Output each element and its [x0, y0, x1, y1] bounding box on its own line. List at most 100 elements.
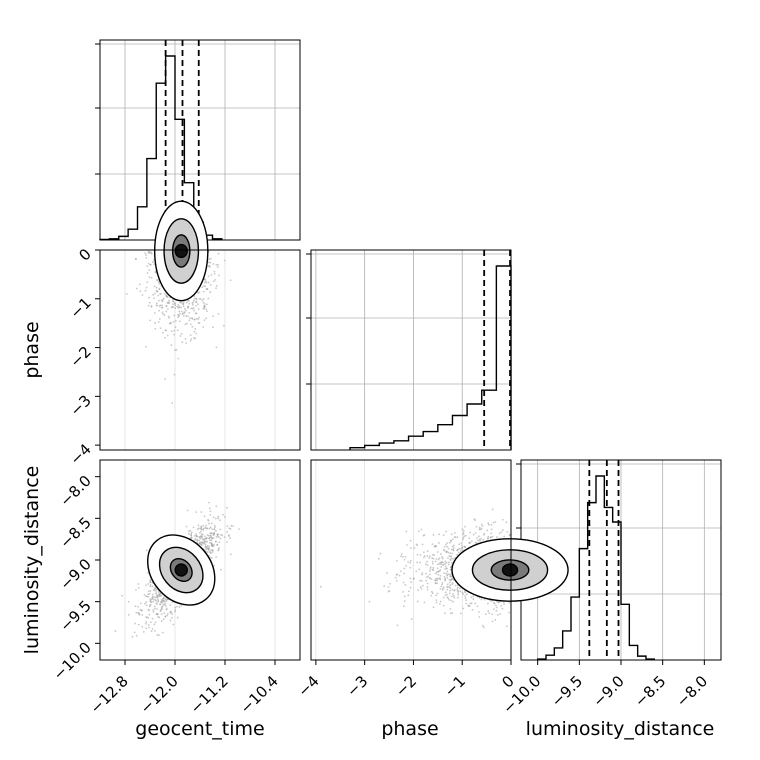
sample-point	[464, 594, 467, 597]
sample-point	[474, 541, 477, 544]
sample-point	[202, 527, 205, 530]
sample-point	[215, 556, 218, 558]
sample-point	[155, 602, 158, 604]
sample-point	[451, 582, 454, 584]
sample-point	[490, 523, 493, 526]
sample-point	[146, 265, 149, 268]
sample-point	[208, 537, 211, 540]
sample-point	[465, 593, 468, 596]
sample-point	[145, 595, 147, 597]
sample-point	[152, 293, 155, 296]
sample-point	[205, 281, 208, 284]
sample-point	[198, 539, 201, 542]
sample-point	[451, 538, 454, 541]
sample-point	[500, 604, 503, 607]
sample-point	[398, 574, 401, 577]
sample-point	[190, 531, 193, 534]
sample-point	[185, 322, 188, 325]
sample-point	[210, 273, 213, 276]
scatter-panel-phase-luminosity_distance	[310, 459, 569, 661]
sample-point	[434, 572, 437, 575]
sample-point	[162, 313, 164, 315]
sample-point	[208, 258, 211, 261]
sample-point	[209, 541, 211, 544]
sample-point	[190, 536, 193, 539]
sample-point	[484, 613, 487, 616]
sample-point	[438, 557, 441, 560]
sample-point	[199, 527, 202, 530]
sample-point	[192, 526, 195, 529]
sample-point	[475, 525, 478, 528]
sample-point	[159, 327, 162, 329]
sample-point	[403, 600, 406, 602]
sample-point	[207, 547, 209, 550]
sample-point	[149, 581, 152, 584]
sample-point	[452, 547, 455, 550]
x-tick-label: −2	[392, 672, 420, 700]
sample-point	[156, 612, 158, 615]
sample-point	[207, 522, 210, 525]
sample-point	[228, 535, 231, 537]
sample-point	[444, 612, 446, 615]
sample-point	[396, 573, 399, 576]
sample-point	[491, 620, 494, 623]
y-tick-label: −3	[66, 391, 94, 419]
sample-point	[472, 533, 475, 536]
sample-point	[423, 601, 426, 604]
sample-point	[135, 588, 137, 591]
sample-point	[446, 585, 449, 588]
sample-point	[159, 603, 162, 606]
sample-point	[215, 540, 217, 543]
histogram-geocent_time	[99, 55, 223, 241]
sample-point	[407, 594, 410, 597]
sample-point	[139, 602, 142, 605]
sample-point	[151, 628, 154, 630]
sample-point	[216, 533, 219, 536]
y-axis-label: luminosity_distance	[21, 466, 43, 655]
sample-point	[209, 510, 212, 513]
sample-point	[423, 534, 426, 536]
sample-point	[215, 505, 218, 508]
sample-point	[193, 330, 196, 333]
sample-point	[152, 598, 155, 601]
sample-point	[217, 536, 220, 538]
sample-point	[186, 299, 189, 302]
sample-point	[426, 564, 429, 567]
sample-point	[436, 551, 439, 553]
sample-point	[213, 270, 216, 273]
sample-point	[152, 600, 155, 603]
sample-point	[154, 596, 157, 599]
sample-point	[143, 593, 146, 596]
sample-point	[446, 545, 449, 548]
sample-point	[205, 288, 208, 291]
sample-point	[163, 600, 166, 603]
sample-point	[462, 536, 465, 539]
sample-point	[158, 318, 161, 320]
sample-point	[432, 606, 435, 609]
sample-point	[462, 607, 465, 610]
sample-point	[161, 304, 164, 307]
sample-point	[210, 522, 213, 525]
sample-point	[198, 316, 201, 319]
sample-point	[425, 572, 427, 575]
sample-point	[150, 598, 153, 601]
sample-point	[217, 313, 220, 315]
sample-point	[161, 600, 163, 603]
sample-point	[195, 317, 198, 320]
sample-point	[463, 535, 466, 538]
sample-point	[213, 543, 215, 546]
sample-point	[461, 591, 464, 594]
y-tick-label: −9.5	[56, 597, 94, 635]
sample-point	[160, 299, 163, 301]
sample-point	[154, 292, 156, 295]
y-tick-label: −8.0	[56, 472, 94, 510]
sample-point	[144, 345, 147, 348]
sample-point	[203, 281, 206, 284]
sample-point	[448, 592, 451, 595]
sample-point	[440, 585, 443, 588]
sample-point	[160, 306, 163, 309]
sample-point	[490, 532, 493, 535]
sample-point	[191, 307, 194, 310]
sample-point	[173, 314, 176, 317]
sample-point	[490, 536, 492, 539]
